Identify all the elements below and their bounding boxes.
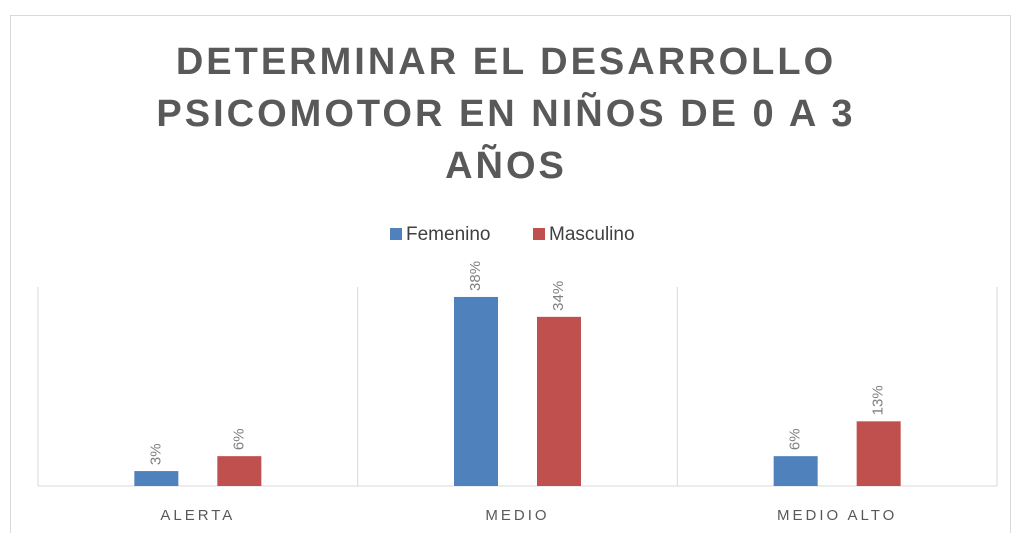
bar (454, 296, 498, 486)
value-label: 3% (147, 443, 164, 465)
bar (217, 456, 262, 486)
x-tick-label: ALERTA (160, 507, 235, 524)
bar (773, 456, 818, 486)
legend-label: Masculino (549, 224, 635, 245)
value-label: 38% (467, 261, 484, 291)
chart-title: DETERMINAR EL DESARROLLO PSICOMOTOR EN N… (156, 41, 856, 187)
value-label: 6% (787, 428, 804, 450)
bar (537, 316, 581, 486)
value-label: 34% (550, 281, 567, 311)
legend-label: Femenino (406, 224, 491, 245)
value-label: 6% (230, 428, 247, 450)
x-tick-label: MEDIO (485, 507, 549, 524)
bar (856, 421, 901, 486)
chart-border (10, 15, 1011, 533)
value-label: 13% (870, 385, 887, 415)
bar (134, 471, 179, 486)
x-tick-label: MEDIO ALTO (777, 507, 897, 524)
legend-swatch (533, 228, 545, 240)
legend-swatch (390, 228, 402, 240)
